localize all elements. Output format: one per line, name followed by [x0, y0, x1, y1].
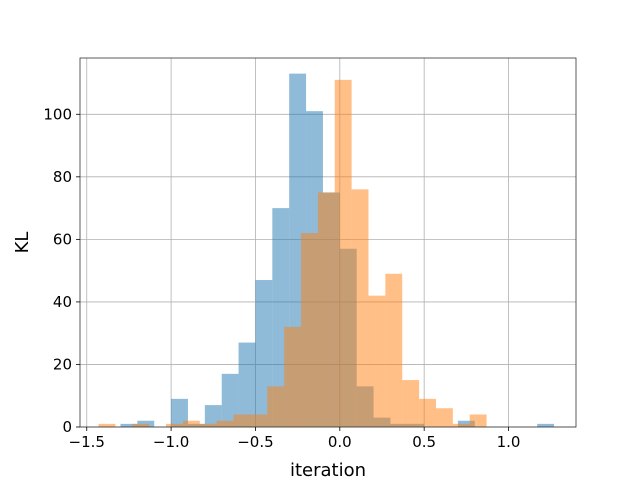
x-tick-label: 1.0 — [497, 433, 521, 451]
histogram-bar-series-1 — [457, 420, 475, 427]
histogram-bar-series-2 — [452, 423, 470, 427]
histogram-bar-series-2 — [368, 295, 386, 427]
histogram-bar-series-2 — [132, 423, 150, 427]
y-tick-label: 0 — [62, 418, 72, 436]
histogram-bar-series-2 — [216, 420, 234, 427]
histogram-bar-series-2 — [166, 423, 183, 427]
histogram-bar-series-1 — [221, 373, 239, 427]
y-axis-ticks: 0 20 40 60 80 100 — [43, 105, 80, 436]
histogram-bar-series-2 — [334, 79, 352, 427]
histogram-bar-series-2 — [301, 233, 318, 427]
histogram-bar-series-2 — [250, 414, 268, 427]
plot-frame — [79, 57, 577, 428]
histogram-bar-series-2 — [435, 408, 453, 427]
histogram-bar-series-2 — [284, 326, 302, 427]
histogram-bar-series-2 — [385, 273, 403, 427]
histogram-bar-series-2 — [469, 414, 487, 427]
histogram-bar-series-2 — [199, 423, 217, 427]
y-tick-label: 40 — [53, 293, 72, 311]
histogram-bar-series-2 — [233, 414, 251, 427]
y-axis-label: KL — [12, 232, 33, 254]
y-tick-label: 20 — [53, 355, 72, 373]
y-tick-label: 80 — [53, 168, 72, 186]
histogram-bar-series-2 — [402, 380, 420, 427]
x-tick-label: 0.5 — [412, 433, 436, 451]
histogram-bar-series-2 — [98, 423, 116, 427]
histogram-bar-series-1 — [171, 398, 188, 427]
histogram-bar-series-1 — [137, 420, 155, 427]
histogram-bar-series-2 — [182, 420, 200, 427]
histogram-bar-series-2 — [419, 398, 436, 427]
histogram-bar-series-1 — [537, 423, 555, 427]
histogram-bar-series-2 — [317, 192, 335, 427]
histogram-bar-series-2 — [351, 189, 369, 427]
y-tick-label: 100 — [43, 105, 72, 123]
x-axis-ticks: −1.5 −1.0 −0.5 0.0 0.5 1.0 — [69, 427, 521, 451]
histogram-bar-series-1 — [120, 423, 138, 427]
histogram-bar-series-2 — [267, 386, 285, 427]
x-tick-label: −1.0 — [153, 433, 189, 451]
histogram-bar-series-1 — [238, 342, 256, 427]
y-tick-label: 60 — [53, 230, 72, 248]
x-axis-label: iteration — [290, 460, 366, 480]
histogram-bars — [98, 73, 555, 428]
x-tick-label: −1.5 — [69, 433, 105, 451]
x-tick-label: −0.5 — [237, 433, 273, 451]
x-tick-label: 0.0 — [328, 433, 352, 451]
